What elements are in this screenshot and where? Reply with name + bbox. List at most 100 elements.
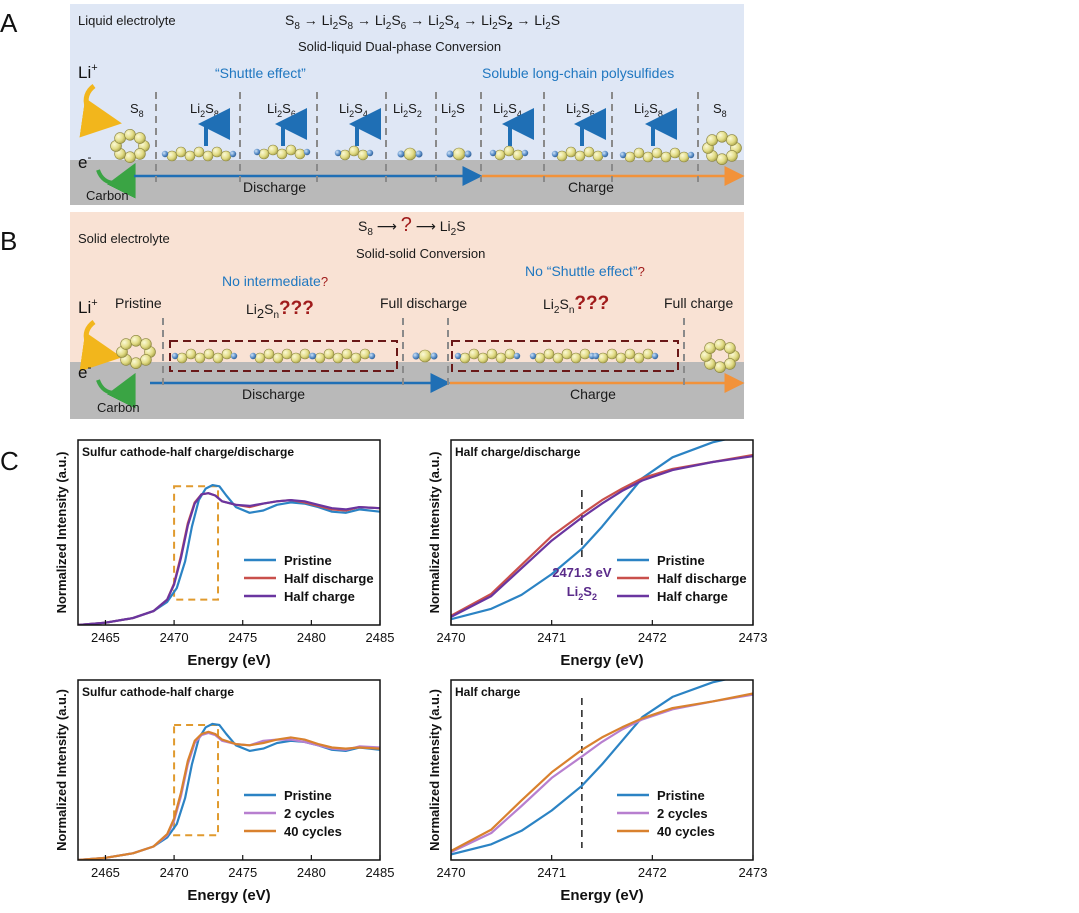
sulfur-atom <box>678 151 690 163</box>
sulfur-atom <box>323 348 335 360</box>
sulfur-atom <box>294 148 306 160</box>
full-charge-label: Full charge <box>664 295 733 311</box>
sulfur-atom <box>579 348 591 360</box>
x-tick-label: 2480 <box>297 630 326 645</box>
sulfur-atom <box>714 338 726 351</box>
lithium-atom <box>229 150 237 158</box>
panel-a: Liquid electrolyte S8 → Li2S8 → Li2S6 → … <box>70 4 745 205</box>
carbon-label-b: Carbon <box>97 400 140 415</box>
chart-title: Sulfur cathode-half charge/discharge <box>82 445 294 459</box>
sulfur-atom <box>134 148 146 160</box>
lithium-atom <box>619 151 627 159</box>
lithium-atom <box>397 150 405 158</box>
zoom-region-box <box>173 724 220 837</box>
sulfur-atom <box>140 354 152 366</box>
chart-title: Half charge/discharge <box>455 445 581 459</box>
lithium-atom <box>651 352 659 360</box>
electron-arrow-b <box>96 372 136 409</box>
lithium-atom <box>249 352 257 360</box>
lithium-atom <box>601 150 609 158</box>
series-line-half-charge <box>78 492 380 625</box>
lithium-atom <box>529 352 537 360</box>
pw-p16: 2 <box>492 21 498 32</box>
sulfur-atom <box>359 348 371 360</box>
legend-label: 40 cycles <box>284 824 342 839</box>
lithium-atom <box>687 151 695 159</box>
pw-p7: → Li <box>353 12 386 28</box>
sulfur-atom <box>120 338 132 350</box>
lithium-atom <box>366 149 374 157</box>
sulfur-atom <box>176 352 188 364</box>
x-tick-label: 2480 <box>297 865 326 880</box>
lithium-atom <box>171 352 179 360</box>
sulfur-atom <box>624 348 636 360</box>
sulfur-atom <box>348 145 360 157</box>
lithium-atom <box>513 352 521 360</box>
discharge-label-b: Discharge <box>242 386 305 402</box>
panel-b: Solid electrolyte S8 ⟶ ? ⟶ Li2S Solid-so… <box>70 212 745 419</box>
y-axis-label: Normalized Intensity (a.u.) <box>427 452 442 614</box>
x-tick-label: 2470 <box>437 865 466 880</box>
lithium-atom <box>454 352 462 360</box>
sulfur-atom <box>350 352 362 364</box>
legend-label: 2 cycles <box>657 806 708 821</box>
sulfur-atom <box>704 342 716 354</box>
x-tick-label: 2472 <box>638 630 667 645</box>
sulfur-atom <box>184 150 196 162</box>
sulfur-atom <box>724 342 736 354</box>
series-line-40-cycles <box>78 730 380 860</box>
shuttle-effect-label: “Shuttle effect” <box>215 65 306 81</box>
sulfur-atom <box>534 352 546 364</box>
li-ion-label-b: Li+ <box>78 297 98 317</box>
sulfur-atom <box>263 348 275 360</box>
legend-label: Half charge <box>657 589 728 604</box>
sulfur-atom <box>211 146 223 158</box>
sulfur-atom <box>468 348 480 360</box>
sulfur-atom <box>565 146 577 158</box>
sulfur-atom <box>660 151 672 163</box>
sulfur-atom <box>714 361 726 374</box>
series-line-2-cycles <box>78 731 380 860</box>
sulfur-atom <box>314 352 326 364</box>
electron-arrow-a <box>96 162 136 199</box>
sulfur-atom <box>633 352 645 364</box>
series-line-pristine <box>451 680 729 856</box>
sulfur-atom <box>512 149 524 161</box>
pw-p11: → Li <box>406 12 439 28</box>
legend-label: 2 cycles <box>284 806 335 821</box>
sulfur-atom <box>130 334 142 347</box>
no-intermediate-label: No intermediate? <box>222 273 328 289</box>
sulfur-atom <box>203 348 215 360</box>
pw-p21: S <box>551 12 560 28</box>
panel-b-electrolyte: Solid electrolyte <box>78 231 170 246</box>
x-tick-label: 2465 <box>91 865 120 880</box>
chart-title: Half charge <box>455 685 521 699</box>
sulfur-atom <box>339 149 351 161</box>
sulfur-atom <box>193 146 205 158</box>
sulfur-atom <box>212 352 224 364</box>
series-line-pristine <box>78 484 380 625</box>
legend-label: Pristine <box>284 788 332 803</box>
carbon-label-a: Carbon <box>86 188 129 203</box>
legend-label: Pristine <box>657 788 705 803</box>
sulfur-atom <box>452 147 466 161</box>
panel-a-substrate <box>70 160 744 205</box>
panel-c-charts: 2465 2470 2475 2480 2485 Sulfur cathode-half … <box>54 439 768 904</box>
chart-1: 2465 2470 2475 2480 2485 Sulfur cathode-half … <box>54 439 394 669</box>
panel-a-pathway: S8 → Li2S8 → Li2S6 → Li2S4 → Li2S2 → Li2… <box>285 12 560 32</box>
panel-b-molecules <box>116 334 740 374</box>
annotation-energy: 2471.3 eV <box>552 565 612 580</box>
sulfur-atom <box>281 348 293 360</box>
sulfur-atom <box>574 150 586 162</box>
pw-p1: S <box>285 12 294 28</box>
dissolution-arrows <box>198 108 677 146</box>
plot-frame <box>77 679 381 861</box>
series-line-pristine <box>78 722 380 860</box>
lithium-atom <box>368 352 376 360</box>
x-axis-label: Energy (eV) <box>560 652 643 669</box>
legend-label: Half discharge <box>284 571 374 586</box>
x-tick-label: 2473 <box>739 865 768 880</box>
sulfur-atom <box>651 147 663 159</box>
sulfur-atom <box>494 149 506 161</box>
